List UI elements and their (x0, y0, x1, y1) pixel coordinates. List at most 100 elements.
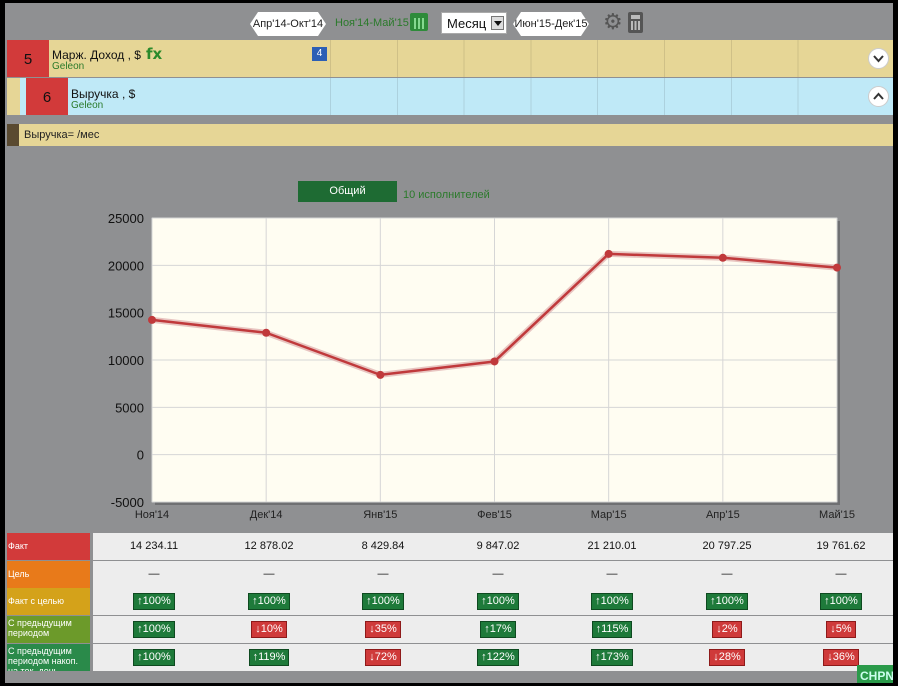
x-tick-label: Май'15 (819, 509, 855, 521)
y-tick-label: 0 (137, 448, 144, 463)
delta-up-badge: ↑119% (248, 648, 290, 666)
delta-up-badge: ↑100% (133, 592, 175, 610)
row-cells: ↑100% ↑100% ↑100% ↑100% ↑100% ↑100% ↑100% (93, 588, 893, 615)
data-point (718, 253, 727, 262)
metric-row[interactable]: 5 Марж. Доход , $ Geleon fx 4 (7, 40, 893, 77)
delta-up-badge: ↑100% (133, 620, 175, 638)
chevron-down-icon[interactable] (491, 16, 504, 30)
table-cell: 12 878.02 (244, 540, 294, 552)
table-cell: ↓10% (212, 616, 326, 643)
executors-link[interactable]: 10 исполнителей (403, 189, 490, 201)
data-point (148, 315, 156, 324)
delta-up-badge: ↑173% (591, 648, 633, 666)
table-cell: 20 797.25 (702, 540, 752, 552)
table-cell: ↓5% (784, 616, 893, 643)
delta-down-badge: ↓10% (251, 620, 287, 638)
table-cell: ↑100% (784, 588, 893, 615)
delta-up-badge: ↑122% (477, 648, 519, 666)
delta-up-badge: ↑100% (706, 592, 748, 610)
metric-row[interactable]: 6 Выручка , $ Geleon (7, 78, 893, 115)
table-row: Факт 14 234.11 12 878.02 8 429.84 9 847.02 21… (7, 533, 893, 560)
table-cell: ↑17% (441, 616, 555, 643)
row-label: С предыдущим периодом (7, 616, 90, 643)
table-cell: ↓28% (670, 644, 784, 671)
delta-up-badge: ↑100% (248, 592, 290, 610)
metric-row-grid (330, 40, 863, 77)
corner-button[interactable]: СНРN (857, 665, 893, 683)
calculator-icon[interactable] (628, 12, 643, 33)
y-tick-label: 10000 (108, 353, 144, 368)
chevron-down-icon[interactable] (868, 48, 889, 69)
total-button[interactable]: Общий (298, 181, 397, 202)
y-tick-label: 15000 (108, 306, 144, 321)
metric-number: 6 (26, 78, 68, 115)
table-cell: ↓2% (670, 616, 784, 643)
metric-number: 5 (7, 40, 49, 77)
data-point (376, 370, 385, 379)
table-cell: 9 847.02 (476, 540, 520, 552)
delta-down-badge: ↓35% (365, 620, 401, 638)
data-point (604, 249, 613, 258)
table-cell: ↑100% (97, 588, 211, 615)
row-indent (7, 78, 20, 115)
prev-period-button[interactable]: Апр'14-Окт'14 (250, 12, 326, 36)
table-cell: ↑173% (555, 644, 669, 671)
calendar-icon[interactable] (410, 13, 428, 31)
table-cell: — (377, 568, 389, 580)
gear-icon[interactable]: ⚙ (603, 9, 623, 34)
table-cell: — (721, 568, 733, 580)
table-cell: 21 210.01 (587, 540, 637, 552)
y-tick-label: 20000 (108, 258, 144, 273)
x-tick-label: Апр'15 (706, 509, 740, 521)
table-cell: ↑100% (326, 588, 440, 615)
table-cell: ↓35% (326, 616, 440, 643)
table-row: Факт с целью ↑100% ↑100% ↑100% ↑100% ↑100% ↑10… (7, 588, 893, 615)
delta-down-badge: ↓36% (823, 648, 859, 666)
table-cell: ↑100% (670, 588, 784, 615)
table-cell: — (835, 568, 847, 580)
table-cell: 14 234.11 (129, 540, 179, 552)
x-tick-label: Янв'15 (363, 509, 397, 521)
table-cell: — (148, 568, 160, 580)
table-cell: ↑119% (212, 644, 326, 671)
table-row: С предыдущим периодом накоп. на тек. ден… (7, 644, 893, 671)
table-row: Цель — — — — — — — (7, 561, 893, 588)
y-tick-label: 25000 (108, 211, 144, 226)
y-tick-label: 5000 (115, 400, 144, 415)
table-cell: 8 429.84 (361, 540, 405, 552)
formula-bar[interactable]: Выручка= /мес (7, 124, 893, 146)
row-cells: ↑100% ↑119% ↓72% ↑122% ↑173% ↓28% ↓36% (93, 644, 893, 671)
delta-up-badge: ↑100% (591, 592, 633, 610)
row-cells: — — — — — — — (93, 561, 893, 588)
metric-title: Марж. Доход , $ (52, 48, 141, 62)
row-cells: ↑100% ↓10% ↓35% ↑17% ↑115% ↓2% ↓5% (93, 616, 893, 643)
table-row: С предыдущим периодом ↑100% ↓10% ↓35% ↑17% ↑1… (7, 616, 893, 643)
app-frame: Апр'14-Окт'14 Ноя'14-Май'15 Месяц Июн'15… (5, 3, 893, 683)
table-cell: — (492, 568, 504, 580)
granularity-select[interactable]: Месяц (441, 12, 507, 34)
table-cell: ↑115% (555, 616, 669, 643)
x-tick-label: Мар'15 (591, 509, 627, 521)
formula-icon[interactable]: fx (146, 45, 163, 63)
chevron-up-icon[interactable] (868, 86, 889, 107)
delta-up-badge: ↑17% (480, 620, 516, 638)
delta-up-badge: ↑100% (820, 592, 862, 610)
table-cell: ↑122% (441, 644, 555, 671)
data-point (262, 328, 271, 337)
next-period-button[interactable]: Июн'15-Дек'15 (513, 12, 589, 36)
metric-source: Geleon (52, 61, 85, 72)
table-cell: — (263, 568, 275, 580)
table-cell: ↑100% (212, 588, 326, 615)
metric-row-grid (330, 78, 863, 115)
count-badge: 4 (312, 47, 327, 61)
delta-down-badge: ↓28% (709, 648, 745, 666)
x-tick-label: Дек'14 (250, 509, 283, 521)
data-point (490, 357, 499, 366)
delta-up-badge: ↑100% (133, 648, 175, 666)
y-tick-label: -5000 (111, 495, 144, 510)
row-label: Цель (7, 561, 90, 588)
delta-up-badge: ↑100% (362, 592, 404, 610)
delta-down-badge: ↓5% (826, 620, 856, 638)
current-period-label: Ноя'14-Май'15 (335, 17, 409, 29)
